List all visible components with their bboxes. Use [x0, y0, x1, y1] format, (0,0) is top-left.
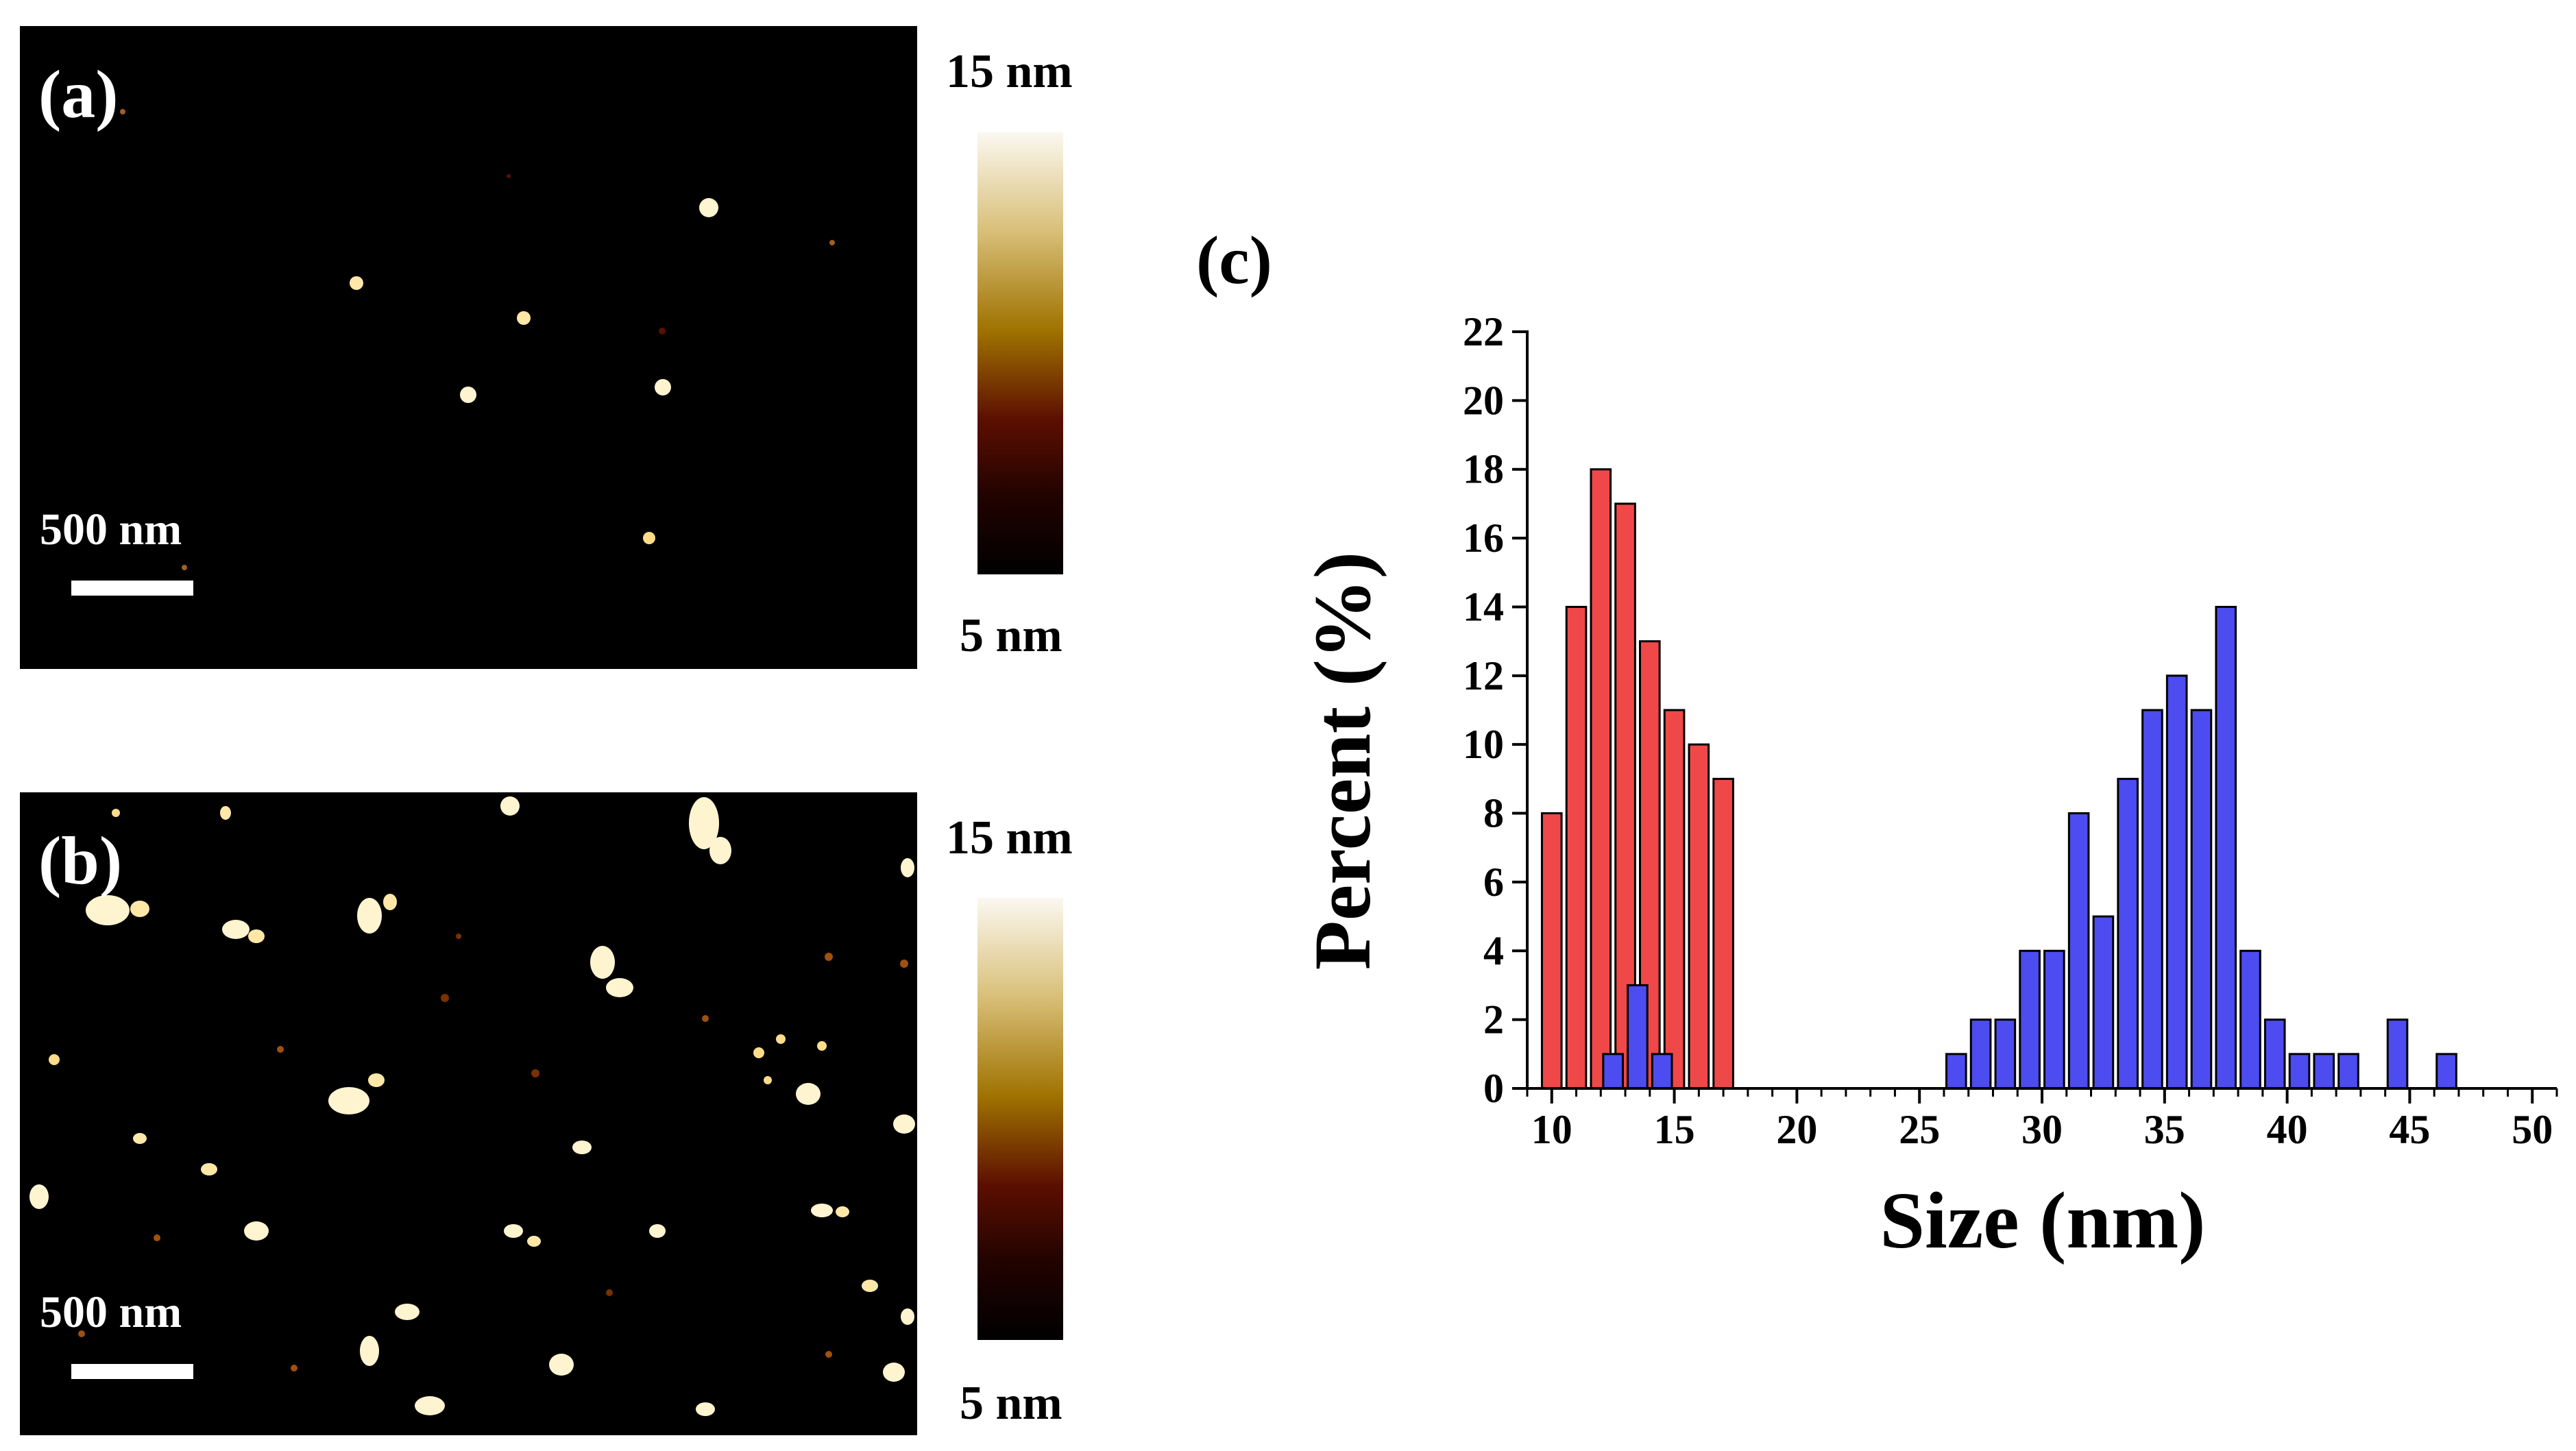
red-bar: [1688, 743, 1710, 1090]
blue-bar: [1651, 1053, 1673, 1090]
red-bar: [1540, 812, 1563, 1090]
bars: [1540, 468, 2457, 1090]
y-axis-label: Percent (%): [1298, 552, 1387, 970]
red-bar: [1565, 605, 1588, 1090]
particle: [699, 198, 718, 217]
blue-bar: [2337, 1053, 2359, 1090]
blue-bar: [2239, 949, 2261, 1090]
y-tick-label: 10: [1463, 722, 1504, 767]
blue-bar: [2313, 1053, 2335, 1090]
blue-bar: [1627, 984, 1649, 1090]
scale-bar-b: [71, 1364, 193, 1379]
blue-bar: [2165, 674, 2188, 1090]
particle: [120, 109, 125, 114]
y-tick-label: 0: [1483, 1066, 1504, 1111]
faint-particles: [78, 809, 908, 1371]
red-bar: [1712, 777, 1734, 1090]
colorbar-b: [977, 898, 1063, 1340]
blue-bar: [2092, 915, 2115, 1090]
y-tick-label: 16: [1463, 515, 1504, 561]
particle: [829, 240, 835, 245]
colorbar-min-label-b: 5 nm: [960, 1377, 1062, 1430]
particles-a: [120, 109, 835, 570]
x-tick-label: 45: [2389, 1107, 2430, 1152]
x-tick-label: 40: [2267, 1107, 2308, 1152]
blue-bar: [1945, 1053, 1967, 1090]
blue-bar: [2141, 709, 2163, 1090]
blue-bar: [1969, 1019, 1992, 1090]
blue-bar: [2288, 1053, 2311, 1090]
blue-bar: [2215, 605, 2237, 1090]
scale-bar-label-b: 500 nm: [40, 1287, 182, 1337]
particle-cluster: [29, 796, 915, 1416]
particle: [507, 174, 511, 178]
y-tick-label: 20: [1463, 378, 1504, 423]
y-tick-label: 6: [1483, 859, 1504, 905]
particle: [350, 276, 363, 290]
particle: [460, 387, 476, 403]
blue-bar: [2019, 949, 2041, 1090]
x-axis-label: Size (nm): [1880, 1175, 2205, 1265]
y-tick-label: 4: [1483, 928, 1504, 973]
afm-image-b: [20, 792, 917, 1435]
blue-bar: [1602, 1053, 1624, 1090]
colorbar-max-label-b: 15 nm: [946, 812, 1073, 864]
blue-bar: [2435, 1053, 2457, 1090]
particle: [655, 379, 671, 395]
x-tick-label: 15: [1654, 1107, 1695, 1152]
x-tick-label: 25: [1899, 1107, 1940, 1152]
blue-bar: [2263, 1019, 2286, 1090]
y-tick-label: 18: [1463, 447, 1504, 492]
blue-bar: [2386, 1019, 2409, 1090]
y-tick-label: 14: [1463, 584, 1504, 629]
panel-label-a: (a): [38, 56, 119, 132]
red-bar: [1590, 468, 1612, 1090]
particles-b: [29, 796, 915, 1416]
y-tick-label: 22: [1463, 309, 1504, 354]
colorbar-min-label-a: 5 nm: [960, 609, 1062, 662]
particle: [643, 532, 655, 544]
blue-bar: [1994, 1019, 2017, 1090]
scale-bar-label-a: 500 nm: [40, 504, 182, 554]
panel-label-c: (c): [1196, 222, 1272, 298]
particle: [517, 311, 531, 325]
afm-image-a: [20, 26, 917, 669]
red-bar: [1663, 709, 1686, 1090]
x-tick-label: 30: [2021, 1107, 2063, 1152]
x-tick-label: 35: [2144, 1107, 2185, 1152]
blue-bar: [2043, 949, 2065, 1090]
y-tick-label: 2: [1483, 997, 1504, 1042]
y-tick-label: 12: [1463, 653, 1504, 698]
blue-bar: [2190, 709, 2213, 1090]
x-tick-label: 10: [1531, 1107, 1572, 1152]
axes: 0 2 4 6 8 10 12 14 16 18 20 22 10 15 20 25 30 35 40 45 50: [1463, 309, 2558, 1152]
colorbar-max-label-a: 15 nm: [946, 45, 1073, 98]
particle: [182, 565, 187, 570]
colorbar-a: [977, 132, 1063, 574]
particle: [659, 328, 666, 334]
x-tick-label: 50: [2512, 1107, 2553, 1152]
blue-bar: [2117, 777, 2139, 1090]
blue-bar: [2067, 812, 2090, 1090]
y-tick-label: 8: [1483, 791, 1504, 836]
scale-bar-a: [71, 581, 193, 596]
panel-label-b: (b): [38, 822, 123, 899]
x-tick-label: 20: [1776, 1107, 1817, 1152]
